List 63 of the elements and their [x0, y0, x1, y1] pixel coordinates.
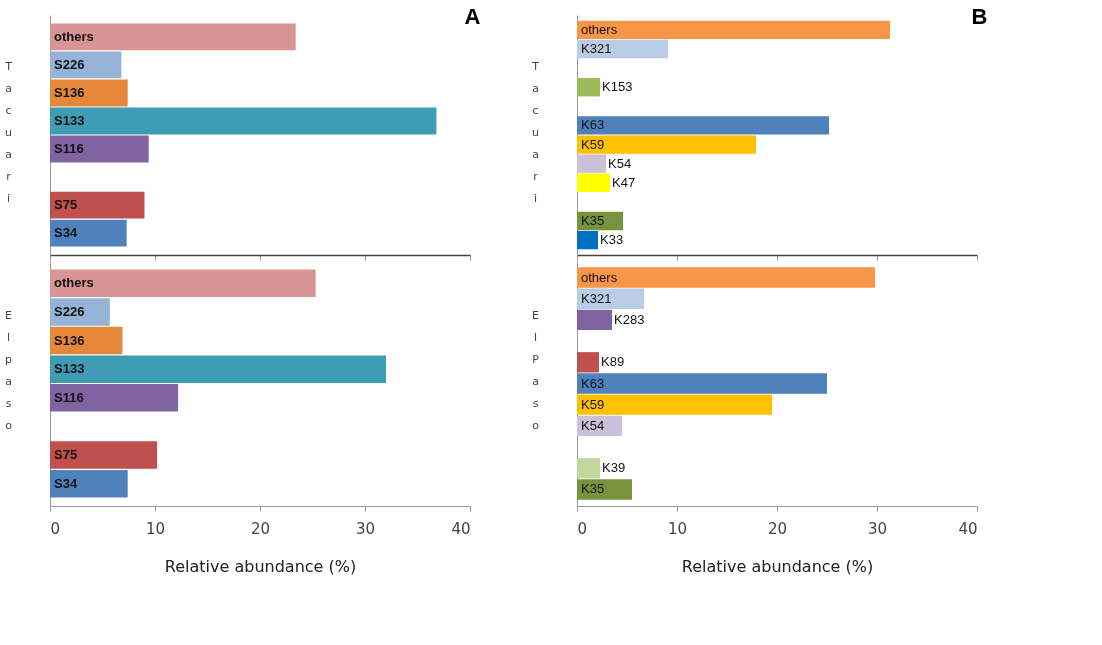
y-tick-label: S116 [54, 389, 84, 405]
bar [50, 191, 145, 219]
y-tick-label: S116 [54, 141, 84, 157]
y-tick-label: K35 [581, 481, 605, 497]
x-tick-label: 40 [451, 519, 471, 538]
y-tick-label: others [581, 21, 618, 37]
y-tick-label: K35 [581, 212, 605, 228]
bar [577, 20, 890, 40]
y-tick-label: others [54, 28, 94, 44]
y-tick-label: K47 [612, 174, 636, 190]
bar [577, 230, 598, 250]
y-tick-label: K321 [581, 290, 612, 306]
bar [577, 135, 756, 154]
x-tick-label: 10 [145, 519, 166, 538]
y-tick-label: K39 [602, 460, 626, 476]
x-tick-label: 40 [958, 519, 978, 538]
y-tick-label: S75 [54, 447, 78, 463]
y-tick-label: K33 [600, 232, 624, 248]
y-axis-title: Tacuari [4, 60, 13, 205]
bar [577, 173, 610, 192]
y-tick-label: S136 [54, 84, 85, 100]
x-tick-label: 20 [250, 519, 271, 538]
y-tick-label: S75 [54, 197, 78, 213]
y-tick-label: S133 [54, 112, 85, 128]
y-tick-label: K63 [581, 375, 605, 391]
y-tick-label: S133 [54, 361, 85, 377]
bar [50, 135, 149, 163]
y-tick-label: S226 [54, 303, 85, 319]
bar [577, 116, 829, 135]
y-tick-label: S226 [54, 56, 85, 72]
y-tick-label: K54 [581, 417, 605, 433]
x-tick-label: 30 [355, 519, 376, 538]
bar [50, 79, 128, 107]
bar [577, 78, 600, 97]
y-tick-label: K283 [614, 311, 645, 327]
bar [50, 107, 437, 135]
chart-title: A [464, 4, 481, 29]
x-tick-label: 20 [767, 519, 788, 538]
bar [50, 23, 296, 51]
x-tick-label: 0 [577, 519, 588, 538]
y-tick-label: K321 [581, 41, 612, 57]
y-axis-title: El paso [5, 308, 13, 432]
x-axis-title: Relative abundance (%) [681, 556, 874, 576]
y-tick-label: K59 [581, 136, 605, 152]
y-tick-label: K59 [581, 396, 605, 412]
x-tick-label: 30 [867, 519, 888, 538]
bar [50, 219, 127, 247]
x-axis-title: Relative abundance (%) [164, 556, 357, 576]
y-tick-label: S34 [54, 225, 78, 241]
x-tick-label: 0 [50, 519, 61, 538]
y-tick-label: K63 [581, 117, 605, 133]
y-tick-label: others [581, 269, 618, 285]
y-tick-label: S34 [54, 475, 78, 491]
bar [577, 154, 606, 173]
y-tick-label: K54 [608, 155, 632, 171]
x-tick-label: 10 [667, 519, 688, 538]
y-tick-label: S136 [54, 332, 85, 348]
y-axis-title: El Paso [532, 308, 540, 432]
chart-title: B [971, 4, 988, 29]
y-tick-label: others [54, 275, 94, 291]
y-axis-title: Tacuari [531, 60, 540, 205]
y-tick-label: K153 [602, 79, 633, 95]
y-tick-label: K89 [601, 354, 625, 370]
